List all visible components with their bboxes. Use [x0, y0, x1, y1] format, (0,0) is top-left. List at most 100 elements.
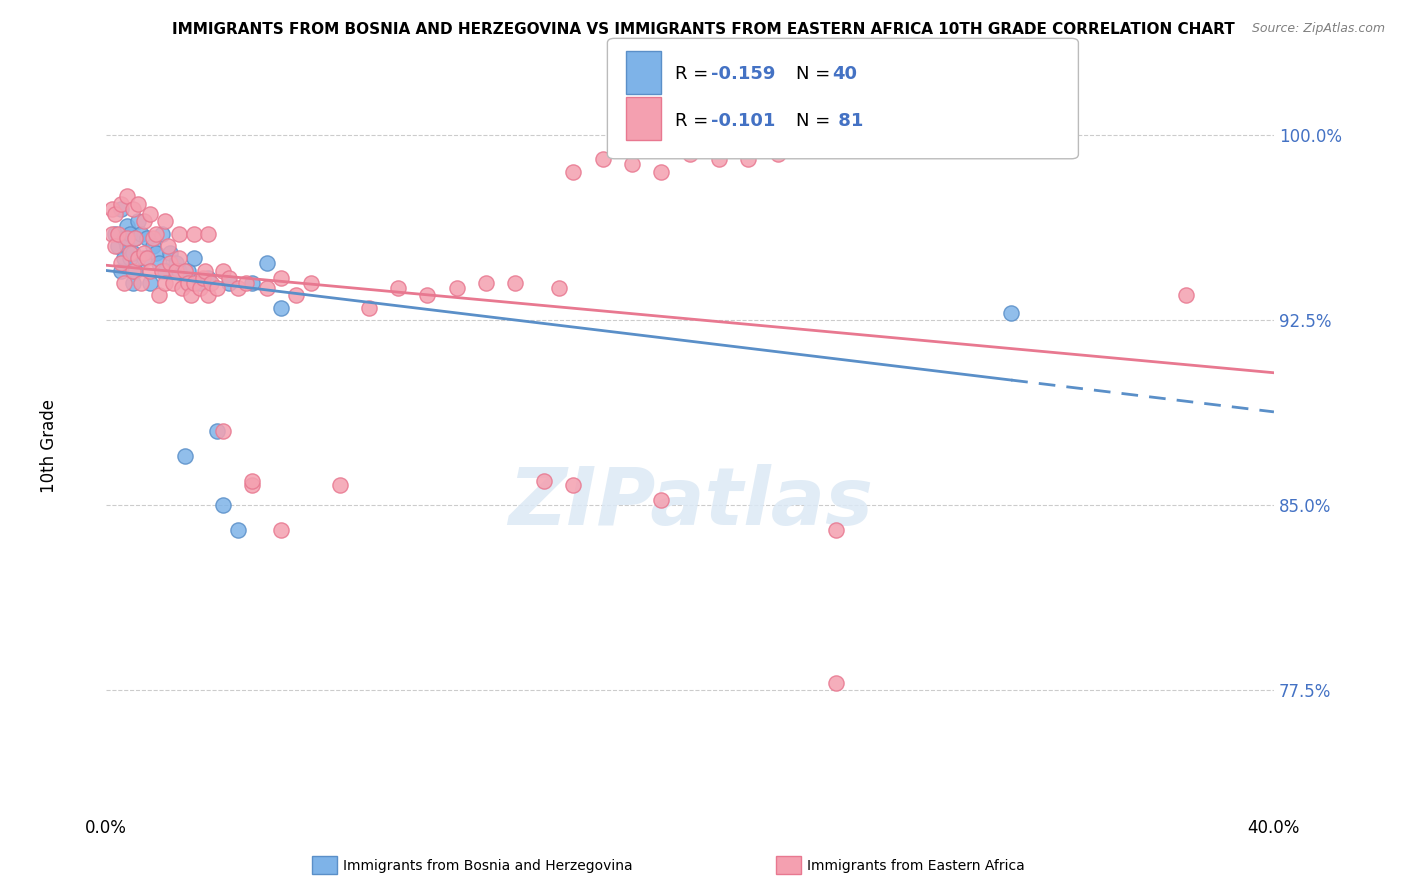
Point [127, 252, 149, 266]
Point [129, 276, 152, 290]
Point [270, 301, 292, 315]
Point [159, 256, 181, 270]
Point [150, 263, 173, 277]
Point [200, 276, 222, 290]
Point [562, 165, 585, 179]
Point [191, 271, 214, 285]
Point [650, 493, 672, 508]
Point [172, 281, 194, 295]
Point [256, 281, 278, 295]
Text: 40: 40 [832, 65, 858, 83]
Point [110, 263, 132, 277]
Point [285, 288, 308, 302]
Point [165, 263, 187, 277]
Point [183, 227, 205, 241]
Point [165, 256, 187, 270]
Point [118, 252, 141, 266]
Point [167, 227, 190, 241]
Point [104, 227, 127, 241]
Point [503, 276, 526, 290]
Point [620, 157, 643, 171]
Point [121, 263, 143, 277]
Point [112, 276, 135, 290]
Point [148, 288, 170, 302]
Point [139, 276, 162, 290]
Point [134, 252, 156, 266]
Point [153, 263, 176, 277]
Point [212, 424, 235, 438]
Point [737, 153, 759, 167]
Point [145, 246, 167, 260]
Point [156, 239, 179, 253]
Point [153, 214, 176, 228]
Point [107, 227, 129, 241]
Point [1000, 305, 1022, 319]
Text: -0.159: -0.159 [711, 65, 776, 83]
Point [107, 239, 129, 253]
Text: Source: ZipAtlas.com: Source: ZipAtlas.com [1251, 22, 1385, 36]
Point [167, 252, 190, 266]
Point [112, 252, 135, 266]
Point [240, 276, 263, 290]
Point [121, 202, 143, 216]
Point [139, 263, 162, 277]
Point [101, 227, 124, 241]
Point [188, 281, 211, 295]
Point [197, 271, 219, 285]
Point [194, 263, 217, 277]
Point [218, 271, 240, 285]
Point [127, 197, 149, 211]
Text: ZIPatlas: ZIPatlas [508, 464, 873, 541]
Text: IMMIGRANTS FROM BOSNIA AND HERZEGOVINA VS IMMIGRANTS FROM EASTERN AFRICA 10TH GR: IMMIGRANTS FROM BOSNIA AND HERZEGOVINA V… [172, 22, 1234, 37]
Point [387, 281, 409, 295]
Point [562, 478, 585, 492]
Point [212, 263, 235, 277]
Point [142, 239, 165, 253]
Point [235, 276, 257, 290]
Text: N =: N = [796, 65, 835, 83]
Point [197, 288, 219, 302]
Point [183, 276, 205, 290]
Point [127, 214, 149, 228]
Point [121, 246, 143, 260]
Point [159, 246, 181, 260]
Point [118, 246, 141, 260]
Point [188, 276, 211, 290]
Point [129, 227, 152, 241]
Point [226, 281, 249, 295]
Point [134, 214, 156, 228]
Point [177, 263, 200, 277]
Point [226, 523, 249, 537]
Point [134, 246, 156, 260]
Point [180, 288, 202, 302]
Point [547, 281, 569, 295]
Point [150, 227, 173, 241]
Text: 10th Grade: 10th Grade [41, 399, 58, 493]
Point [592, 153, 614, 167]
Point [115, 189, 138, 203]
Point [174, 263, 197, 277]
Point [240, 474, 263, 488]
Point [709, 153, 731, 167]
Text: Immigrants from Bosnia and Herzegovina: Immigrants from Bosnia and Herzegovina [343, 859, 633, 873]
Point [299, 276, 322, 290]
Point [167, 263, 190, 277]
Point [104, 239, 127, 253]
Point [124, 231, 146, 245]
Point [679, 147, 702, 161]
Point [205, 281, 228, 295]
Point [183, 252, 205, 266]
Point [110, 197, 132, 211]
Point [446, 281, 468, 295]
Point [474, 276, 496, 290]
Point [110, 202, 132, 216]
Point [139, 207, 162, 221]
Point [329, 478, 352, 492]
Point [124, 231, 146, 245]
Point [357, 301, 380, 315]
Point [148, 256, 170, 270]
Point [270, 523, 292, 537]
Point [650, 165, 672, 179]
Point [110, 256, 132, 270]
Text: -0.101: -0.101 [711, 112, 776, 129]
